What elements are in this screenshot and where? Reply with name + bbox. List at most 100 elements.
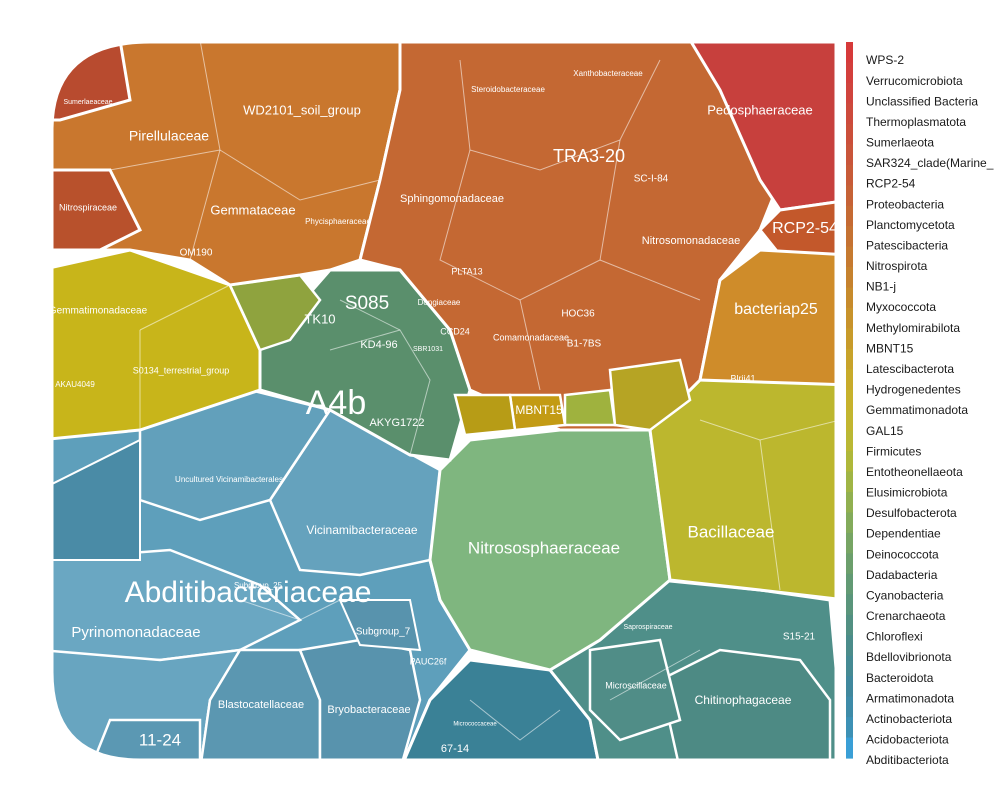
cell-entotheonellaceae[interactable]	[563, 388, 617, 427]
internal-borders	[109, 42, 836, 741]
legend-entry: Hydrogenedentes	[866, 383, 961, 397]
legend-entry: Abditibacteriota	[866, 753, 949, 767]
legend-colorbar	[846, 42, 853, 759]
colorbar-segment	[846, 348, 853, 370]
label-akau4049: AKAU4049	[55, 380, 95, 389]
label-uncultured-vicinamibacterales: Uncultured Vicinamibacterales	[175, 475, 283, 484]
label-s085: S085	[345, 293, 389, 314]
legend-entry: Actinobacteriota	[866, 712, 952, 726]
cell-chloroflexi[interactable]	[258, 268, 472, 462]
legend-entry: Firmicutes	[866, 444, 921, 458]
colorbar-segment	[846, 451, 853, 473]
legend-entry: Desulfobacterota	[866, 506, 957, 520]
legend-entry: Cyanobacteria	[866, 588, 944, 602]
cell-acido-left-strip[interactable]	[40, 438, 141, 561]
label-om190: OM190	[180, 248, 213, 259]
label-nitrosomonadaceae: Nitrosomonadaceae	[642, 235, 740, 247]
cell-firmicutes[interactable]	[648, 378, 845, 602]
label-nitrososphaeraceae: Nitrososphaeraceae	[468, 538, 620, 557]
cell-nitrososphaeraceae[interactable]	[428, 428, 672, 672]
colorbar-segment	[846, 553, 853, 575]
label-comamonadaceae: Comamonadaceae	[493, 332, 569, 342]
cell-latescibacteraceae[interactable]	[453, 393, 517, 437]
legend-entry: MBNT15	[866, 341, 914, 355]
legend-entry: WPS-2	[866, 53, 904, 67]
label-akyg1722: AKYG1722	[369, 417, 424, 429]
label-bacillaceae: Bacillaceae	[688, 522, 775, 541]
label-dongiaceae: Dongiaceae	[418, 298, 461, 307]
label-steroidobacteraceae: Steroidobacteraceae	[471, 85, 545, 94]
legend-entry: Unclassified Bacteria	[866, 94, 978, 108]
legend-entry: RCP2-54	[866, 177, 916, 191]
cell-microscillaceae[interactable]	[588, 638, 682, 742]
label-67-14: 67-14	[441, 743, 469, 755]
label-bryobacteraceae: Bryobacteraceae	[327, 704, 410, 716]
legend-entry: Latescibacterota	[866, 362, 954, 376]
legend-entry: Bacteroidota	[866, 671, 934, 685]
legend-entry: Patescibacteria	[866, 238, 948, 252]
cell-chitinophagaceae[interactable]	[658, 648, 832, 770]
label-tra3-20: TRA3-20	[553, 146, 625, 166]
cell-nitrospirota[interactable]	[40, 168, 143, 252]
colorbar-segment	[846, 512, 853, 534]
legend-entry: Dadabacteria	[866, 568, 938, 582]
label-bacteriap25: bacteriap25	[734, 301, 818, 318]
label-sumerlaeaceae: Sumerlaeaceae	[63, 99, 112, 106]
legend-entry: NB1-j	[866, 280, 896, 294]
legend-entry: GAL15	[866, 424, 904, 438]
colorbar-segment	[846, 492, 853, 514]
colorbar-segment	[846, 737, 853, 759]
label-gemmatimonadaceae: Gemmatimonadaceae	[49, 306, 148, 317]
cell-myxococcota[interactable]	[698, 248, 850, 387]
legend-entry: Sumerlaeota	[866, 136, 934, 150]
colorbar-segment	[846, 410, 853, 432]
colorbar-segment	[846, 185, 853, 207]
label-a4b: A4b	[306, 384, 367, 422]
legend-entry: Elusimicrobiota	[866, 486, 948, 500]
colorbar-segment	[846, 226, 853, 248]
colorbar-segment	[846, 164, 853, 186]
label-xanthobacteraceae: Xanthobacteraceae	[573, 69, 643, 78]
legend-entry: Planctomycetota	[866, 218, 955, 232]
label-tk10: TK10	[304, 311, 335, 326]
colorbar-segment	[846, 532, 853, 555]
cell-rokubacteriales[interactable]	[608, 358, 692, 432]
legend-entry: Myxococcota	[866, 300, 936, 314]
colorbar-segment	[846, 676, 853, 698]
colorbar-segment	[846, 471, 853, 493]
label-pedosphaeraceae: Pedosphaeraceae	[707, 102, 813, 117]
label-plta13: PLTA13	[451, 266, 482, 276]
legend-entry: SAR324_clade(Marine_	[866, 156, 994, 170]
label-nitrospiraceae: Nitrospiraceae	[59, 202, 117, 212]
colorbar-segment	[846, 328, 853, 350]
colorbar-segment	[846, 205, 853, 227]
colorbar-segment	[846, 573, 853, 595]
cell-labels: Abditibacteriaceae Pyrinomonadaceae Vici…	[49, 69, 838, 755]
label-phycisphaeraceae: Phycisphaeraceae	[305, 217, 371, 226]
legend-entry: Dependentiae	[866, 527, 941, 541]
legend-entry: Methylomirabilota	[866, 321, 960, 335]
label-pyrinomonadaceae: Pyrinomonadaceae	[71, 624, 200, 641]
label-sphingomonadaceae: Sphingomonadaceae	[400, 193, 504, 205]
colorbar-segment	[846, 430, 853, 452]
label-s0134-terrestrial-group: S0134_terrestrial_group	[133, 365, 230, 375]
label-abditibacteriaceae: Abditibacteriaceae	[125, 576, 372, 609]
legend-entry: Chloroflexi	[866, 630, 923, 644]
label-ccd24: CCD24	[440, 326, 470, 336]
label-11-24: 11-24	[139, 730, 181, 749]
colorbar-segment	[846, 389, 853, 411]
legend-entry: Acidobacteriota	[866, 733, 949, 747]
legend-entry: Gemmatimonadota	[866, 403, 968, 417]
label-chitinophagaceae: Chitinophagaceae	[695, 693, 792, 707]
legend-entry: Bdellovibrionota	[866, 650, 952, 664]
colorbar-segment	[846, 369, 853, 391]
colorbar-segment	[846, 594, 853, 616]
treemap-outline	[50, 40, 838, 762]
label-b1-7bs: B1-7BS	[567, 339, 602, 350]
colorbar-segment	[846, 655, 853, 677]
label-vicinamibacteraceae: Vicinamibacteraceae	[306, 523, 418, 537]
cell-subgroup-7[interactable]	[338, 599, 422, 652]
label-kd4-96: KD4-96	[360, 339, 397, 351]
legend-entry: Verrucomicrobiota	[866, 74, 963, 88]
